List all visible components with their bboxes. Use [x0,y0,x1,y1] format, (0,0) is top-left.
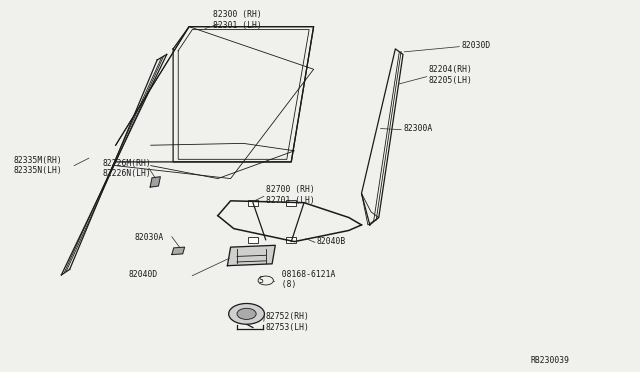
Polygon shape [150,177,161,187]
Text: 82335M(RH)
82335N(LH): 82335M(RH) 82335N(LH) [13,156,62,175]
Text: 82040B: 82040B [316,237,346,246]
Polygon shape [286,237,296,243]
Text: 82700 (RH)
82701 (LH): 82700 (RH) 82701 (LH) [266,185,314,205]
Text: S: S [259,276,264,285]
Polygon shape [286,200,296,206]
Text: 82204(RH)
82205(LH): 82204(RH) 82205(LH) [429,65,472,84]
Text: 82300 (RH)
82301 (LH): 82300 (RH) 82301 (LH) [212,10,262,30]
Text: 82226M(RH)
82226N(LH): 82226M(RH) 82226N(LH) [103,158,152,178]
Circle shape [237,308,256,320]
Polygon shape [248,237,258,243]
Text: RB230039: RB230039 [531,356,570,365]
Text: 82300A: 82300A [403,124,432,133]
Text: 82030D: 82030D [462,41,491,51]
Text: 82752(RH)
82753(LH): 82752(RH) 82753(LH) [266,312,310,332]
Text: 82040D: 82040D [129,270,157,279]
Text: 82030A: 82030A [135,232,164,242]
Polygon shape [172,247,184,254]
Polygon shape [248,200,258,206]
Polygon shape [227,245,275,266]
Circle shape [228,304,264,324]
Text: 08168-6121A
  (8): 08168-6121A (8) [272,270,335,289]
